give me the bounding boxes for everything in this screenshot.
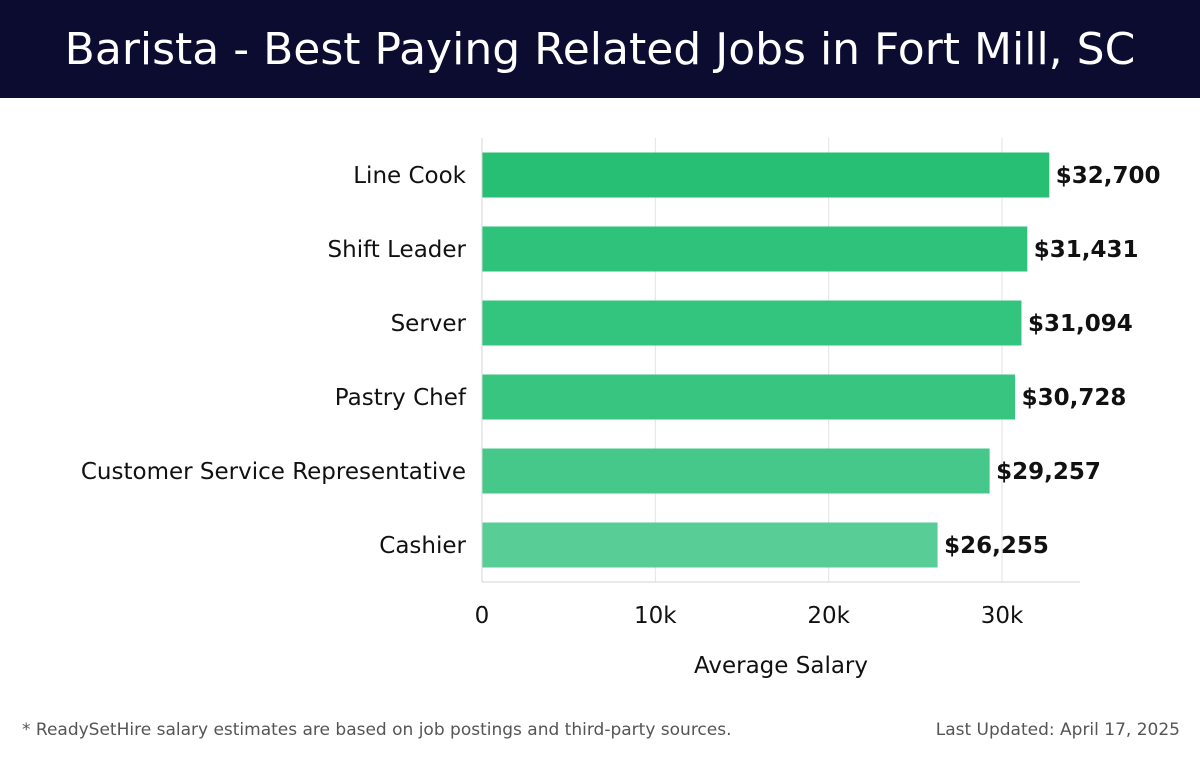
category-label-0: Line Cook	[353, 163, 466, 189]
bar-4	[482, 448, 990, 494]
value-label-2: $31,094	[1028, 311, 1133, 337]
value-label-5: $26,255	[944, 533, 1049, 559]
bar-chart: Line Cook $32,700 Shift Leader $31,431 Serve…	[81, 138, 1161, 679]
x-tick-label-1: 10k	[634, 603, 677, 629]
bar-1	[482, 226, 1028, 272]
last-updated: Last Updated: April 17, 2025	[935, 720, 1180, 740]
x-axis-title: Average Salary	[694, 653, 868, 679]
value-label-0: $32,700	[1056, 163, 1161, 189]
footer-note: * ReadySetHire salary estimates are base…	[22, 720, 732, 740]
category-label-3: Pastry Chef	[335, 385, 467, 411]
value-label-1: $31,431	[1034, 237, 1139, 263]
bar-3	[482, 374, 1016, 420]
bar-2	[482, 300, 1022, 346]
bar-5	[482, 522, 938, 568]
category-label-1: Shift Leader	[328, 237, 467, 263]
category-label-5: Cashier	[379, 533, 466, 559]
x-tick-label-0: 0	[475, 603, 490, 629]
chart-header: Barista - Best Paying Related Jobs in Fo…	[0, 0, 1200, 98]
category-label-2: Server	[391, 311, 467, 337]
x-tick-label-3: 30k	[981, 603, 1024, 629]
x-tick-label-2: 20k	[807, 603, 850, 629]
value-label-4: $29,257	[996, 459, 1101, 485]
value-label-3: $30,728	[1022, 385, 1127, 411]
bar-0	[482, 152, 1050, 198]
category-label-4: Customer Service Representative	[81, 459, 466, 485]
chart-title: Barista - Best Paying Related Jobs in Fo…	[64, 23, 1136, 75]
